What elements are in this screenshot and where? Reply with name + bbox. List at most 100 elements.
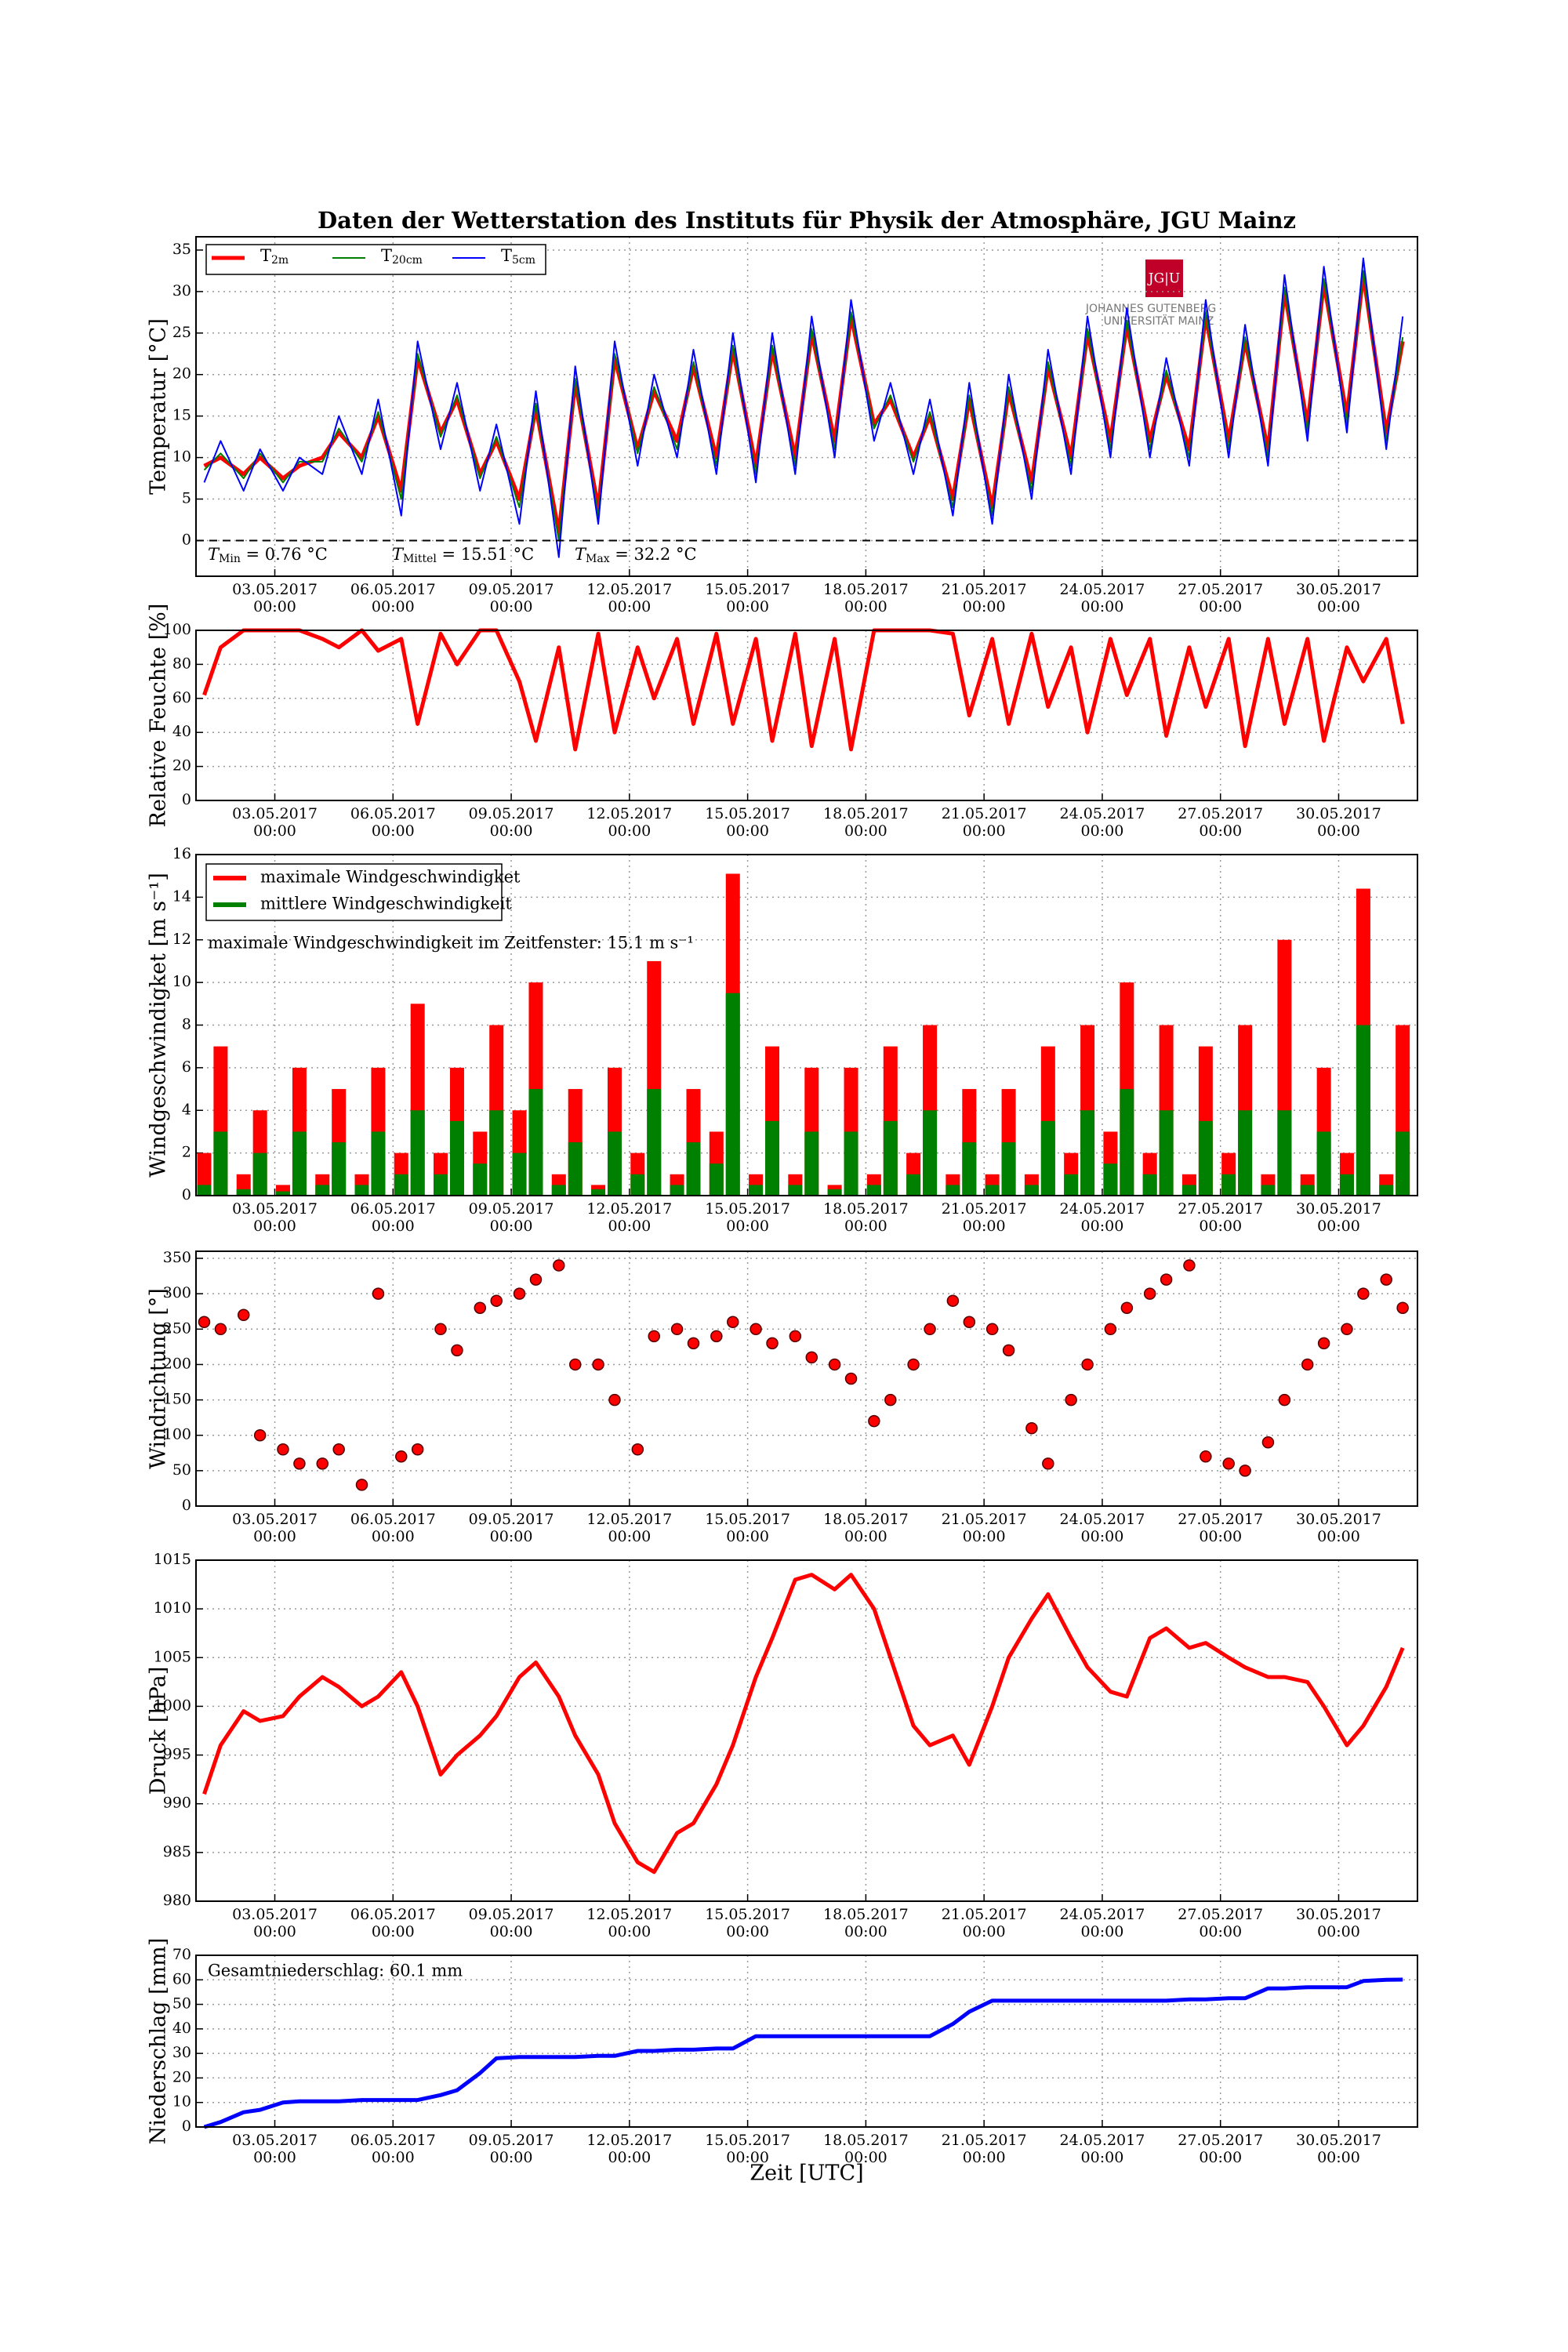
y-tick-label: 12 <box>172 931 191 948</box>
y-tick-label: 80 <box>172 655 191 672</box>
bar <box>1356 1025 1370 1196</box>
y-tick-label: 2 <box>182 1144 191 1161</box>
plot-frame <box>195 1955 1418 2128</box>
logo-line: JOHANNES GUTENBERG <box>1085 303 1216 315</box>
bar <box>906 1174 921 1196</box>
point <box>1183 1259 1196 1272</box>
x-axis-label: Zeit [UTC] <box>750 2161 863 2186</box>
point <box>868 1414 880 1428</box>
x-tick-label: 30.05.2017 00:00 <box>1296 1906 1381 1940</box>
point <box>710 1330 723 1343</box>
x-tick-label: 09.05.2017 00:00 <box>468 1511 554 1545</box>
y-tick-label: 20 <box>172 2068 191 2085</box>
y-tick-label: 14 <box>172 887 191 905</box>
line <box>202 628 1405 752</box>
bar <box>749 1185 764 1196</box>
point <box>750 1323 762 1336</box>
point <box>316 1457 328 1470</box>
bar <box>1040 1120 1055 1196</box>
point <box>1380 1273 1392 1286</box>
point <box>1239 1465 1251 1477</box>
point <box>253 1428 267 1442</box>
x-tick-label: 15.05.2017 00:00 <box>705 1511 791 1545</box>
bar <box>1300 1185 1315 1196</box>
bar <box>1261 1185 1276 1196</box>
panel: 980 985 990 995 1000 1005 1010 1015 Druck [hPa] <box>147 1551 1418 1909</box>
bar <box>591 1189 606 1196</box>
y-tick-label: 980 <box>163 1892 191 1909</box>
x-tick-label: 18.05.2017 00:00 <box>822 1200 909 1235</box>
bar <box>866 1185 881 1196</box>
x-tick-label: 30.05.2017 00:00 <box>1296 805 1381 840</box>
x-tick-label: 06.05.2017 00:00 <box>350 1200 436 1235</box>
point <box>1357 1287 1370 1300</box>
x-tick-label: 09.05.2017 00:00 <box>468 2132 554 2166</box>
point <box>490 1294 503 1307</box>
bar <box>827 1189 842 1196</box>
x-tick-label: 06.05.2017 00:00 <box>350 1511 436 1545</box>
bar <box>434 1174 448 1196</box>
bar <box>1181 1185 1196 1196</box>
legend-frame <box>205 863 503 921</box>
point <box>985 1323 999 1336</box>
x-tick-label: 15.05.2017 00:00 <box>705 1200 791 1235</box>
y-tick-label: 50 <box>172 1461 191 1479</box>
x-tick-label: 06.05.2017 00:00 <box>350 805 436 840</box>
y-axis-label: Windrichtung [°] <box>147 1288 171 1469</box>
legend-label: maximale Windgeschwindigket <box>260 868 521 887</box>
bar <box>1024 1185 1039 1196</box>
point <box>924 1323 936 1336</box>
point <box>395 1450 408 1463</box>
panel: 0 50 100 150 200 250 300 350 Windrichtung [°] <box>147 1249 1418 1514</box>
plot-frame <box>195 1250 1418 1507</box>
legend: T2m T20cm T5cm <box>205 244 546 275</box>
bar <box>686 1142 701 1196</box>
y-axis-label: Niederschlag [mm] <box>147 1938 171 2145</box>
x-tick-label: 21.05.2017 00:00 <box>941 1906 1027 1940</box>
point <box>789 1330 802 1343</box>
point <box>592 1358 604 1371</box>
bar <box>213 1131 228 1196</box>
x-tick-label: 21.05.2017 00:00 <box>941 2132 1027 2166</box>
y-tick-label: 0 <box>182 1186 191 1203</box>
y-tick-label: 350 <box>163 1249 191 1266</box>
line <box>202 1573 1405 1875</box>
x-tick-label: 06.05.2017 00:00 <box>350 581 436 615</box>
bar <box>1001 1142 1016 1196</box>
bar <box>1120 1089 1134 1196</box>
point <box>214 1323 227 1336</box>
legend-label: T2m <box>260 246 289 267</box>
point <box>451 1344 463 1357</box>
point <box>805 1351 818 1364</box>
x-tick-label: 12.05.2017 00:00 <box>586 2132 673 2166</box>
point <box>766 1337 779 1350</box>
point <box>1002 1344 1015 1357</box>
x-tick-label: 18.05.2017 00:00 <box>822 581 909 615</box>
x-tick-label: 27.05.2017 00:00 <box>1178 805 1264 840</box>
point <box>631 1443 644 1456</box>
point <box>293 1457 306 1470</box>
y-tick-label: 20 <box>172 365 191 383</box>
bar <box>962 1142 977 1196</box>
bar <box>844 1131 858 1196</box>
bar <box>985 1185 1000 1196</box>
x-tick-label: 24.05.2017 00:00 <box>1059 581 1145 615</box>
y-tick-label: 1010 <box>154 1599 191 1617</box>
point <box>553 1259 565 1272</box>
x-tick-label: 03.05.2017 00:00 <box>232 1511 318 1545</box>
x-tick-label: 03.05.2017 00:00 <box>232 1200 318 1235</box>
x-tick-label: 15.05.2017 00:00 <box>705 2132 791 2166</box>
x-tick-label: 21.05.2017 00:00 <box>941 1200 1027 1235</box>
y-tick-label: 10 <box>172 448 191 466</box>
point <box>884 1393 897 1406</box>
y-tick-label: 60 <box>172 1970 191 1987</box>
plot-frame <box>195 854 1418 1196</box>
y-tick-label: 20 <box>172 757 191 775</box>
legend: maximale Windgeschwindigket mittlere Wind… <box>205 863 521 921</box>
point <box>1025 1421 1038 1435</box>
y-tick-label: 4 <box>182 1101 191 1118</box>
point <box>648 1330 660 1343</box>
y-tick-label: 70 <box>172 1946 191 1963</box>
bar <box>394 1174 408 1196</box>
